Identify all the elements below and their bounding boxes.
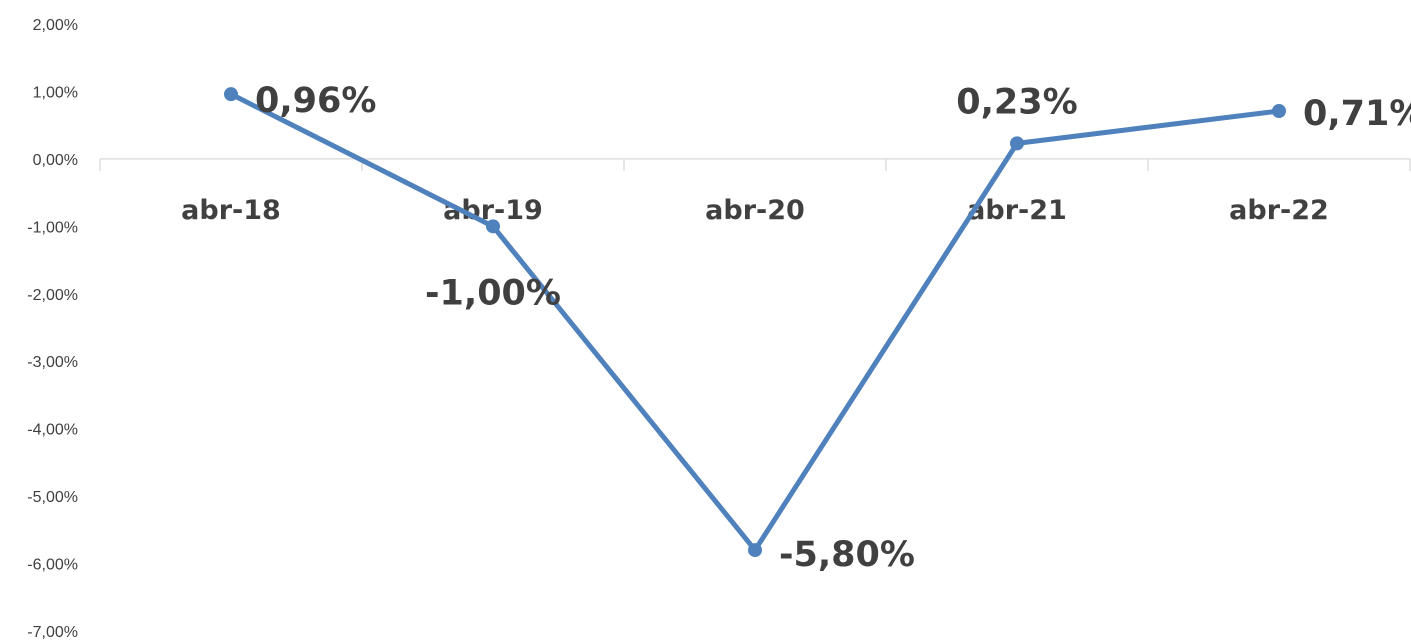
x-tick-label: abr-20	[705, 195, 805, 226]
y-tick-label: -6,00%	[27, 557, 78, 574]
y-tick-label: -4,00%	[27, 422, 78, 439]
y-tick-label: -1,00%	[27, 219, 78, 236]
y-tick-label: 0,00%	[33, 152, 78, 169]
y-tick-label: -5,00%	[27, 489, 78, 506]
data-label: -1,00%	[425, 273, 561, 313]
data-point	[1272, 104, 1286, 119]
x-tick-label: abr-22	[1229, 195, 1329, 226]
data-label: 0,71%	[1303, 94, 1411, 134]
data-label: -5,80%	[779, 535, 915, 575]
x-tick-label: abr-21	[967, 195, 1067, 226]
data-point	[486, 219, 500, 234]
y-axis: 2,00% 1,00% 0,00% -1,00% -2,00% -3,00% -4,00% -…	[27, 17, 78, 641]
series-line	[228, 91, 1282, 553]
y-tick-label: -7,00%	[27, 624, 78, 641]
data-point	[748, 543, 762, 558]
data-labels: 0,96% -1,00% -5,80% 0,23% 0,71%	[255, 81, 1411, 575]
data-label: 0,96%	[255, 81, 376, 121]
series	[224, 87, 1286, 558]
y-tick-label: -3,00%	[27, 354, 78, 371]
data-point	[1010, 136, 1024, 151]
data-point	[224, 87, 238, 102]
y-tick-label: -2,00%	[27, 287, 78, 304]
x-tick-label: abr-18	[181, 195, 281, 226]
x-axis: abr-18 abr-19 abr-20 abr-21 abr-22	[99, 158, 1411, 226]
data-label: 0,23%	[956, 82, 1077, 122]
y-tick-label: 1,00%	[33, 84, 78, 101]
y-tick-label: 2,00%	[33, 17, 78, 34]
